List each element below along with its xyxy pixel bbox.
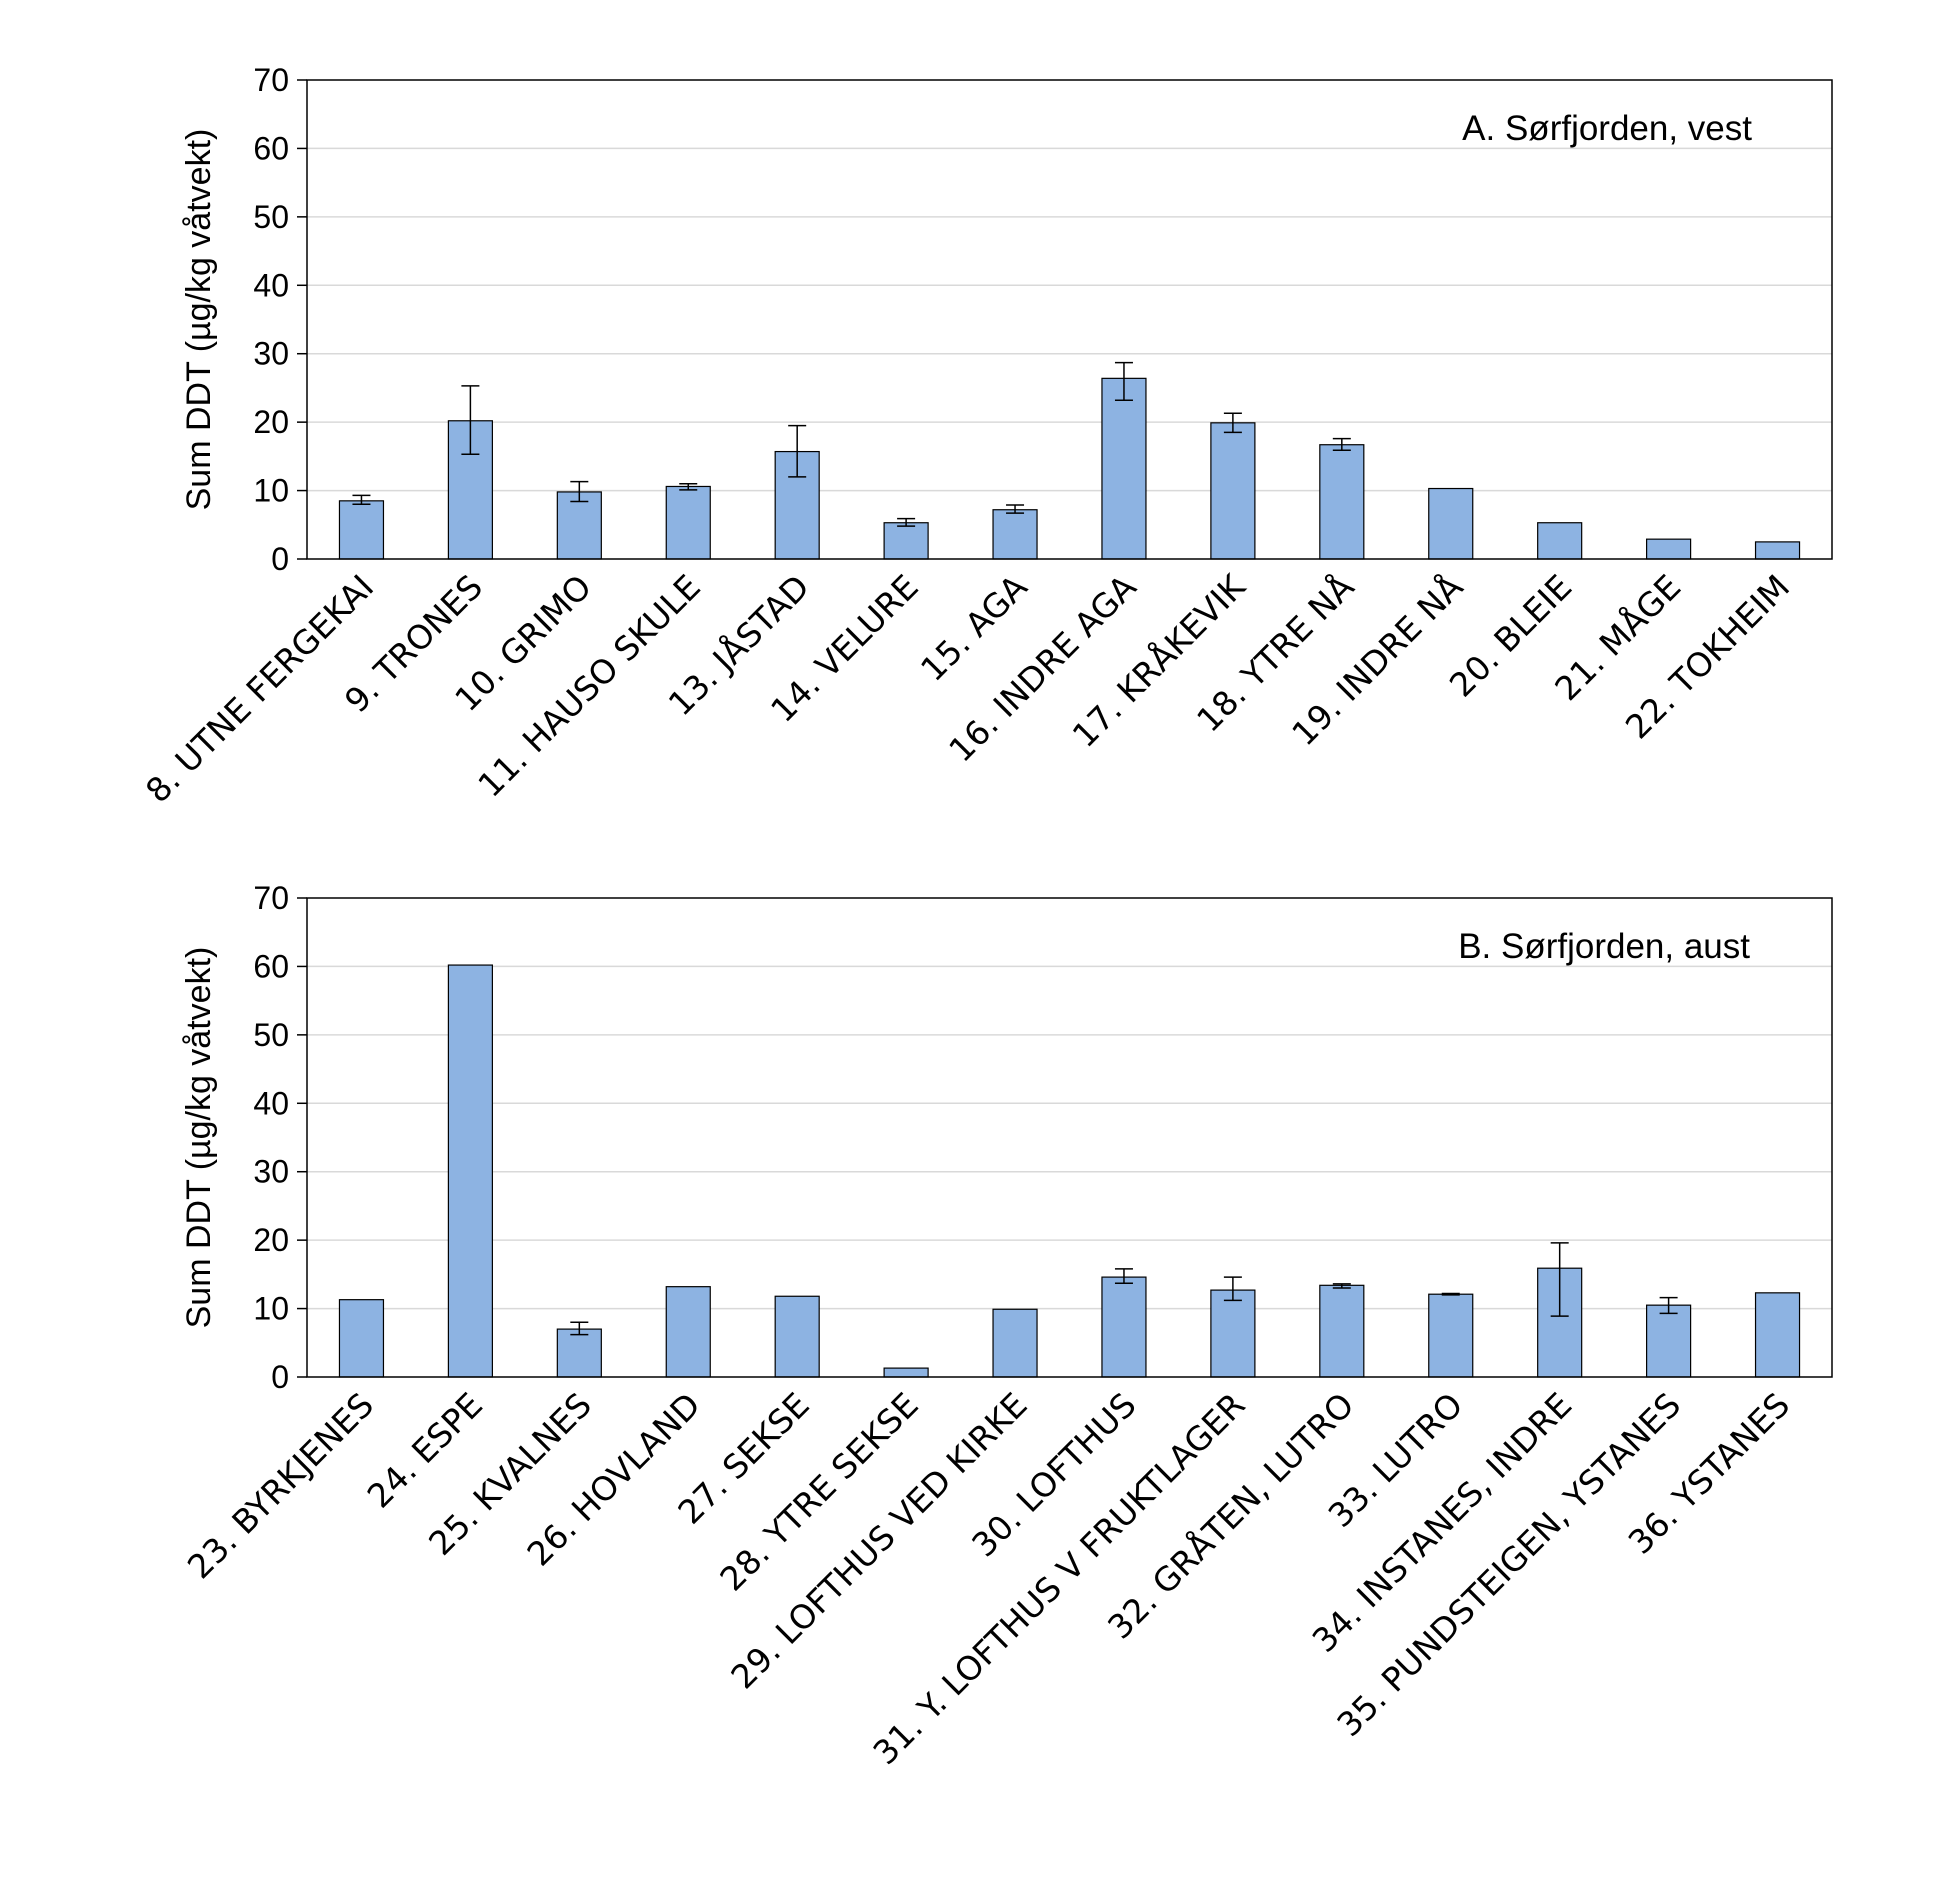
y-tick-label: 70 bbox=[253, 880, 289, 916]
bar bbox=[447, 964, 493, 1378]
panel-title: B. Sørfjorden, aust bbox=[1458, 927, 1750, 966]
bar bbox=[1646, 538, 1692, 560]
bar bbox=[992, 509, 1038, 560]
bar bbox=[338, 1299, 385, 1378]
bar bbox=[1319, 1284, 1365, 1378]
y-tick-label: 0 bbox=[271, 541, 289, 577]
bar bbox=[665, 1286, 711, 1378]
bar bbox=[1210, 422, 1256, 560]
bar bbox=[1754, 1292, 1801, 1378]
y-tick-label: 30 bbox=[253, 1154, 289, 1190]
panel-title: A. Sørfjorden, vest bbox=[1462, 109, 1752, 148]
y-axis-label: Sum DDT (µg/kg våtvekt) bbox=[180, 129, 218, 511]
y-axis-label: Sum DDT (µg/kg våtvekt) bbox=[180, 947, 218, 1329]
bar bbox=[1428, 487, 1474, 560]
y-tick-label: 60 bbox=[253, 130, 289, 166]
y-tick-label: 20 bbox=[253, 1222, 289, 1258]
y-tick-label: 50 bbox=[253, 199, 289, 235]
bar bbox=[883, 522, 929, 560]
x-category-label: 16. INDRE AGA bbox=[941, 567, 1144, 770]
y-tick-label: 0 bbox=[271, 1359, 289, 1395]
plot-area-border bbox=[306, 897, 1833, 1378]
y-tick-label: 50 bbox=[253, 1017, 289, 1053]
y-tick-label: 70 bbox=[253, 62, 289, 98]
bar bbox=[338, 500, 385, 560]
bar bbox=[556, 491, 602, 560]
bar bbox=[883, 1367, 929, 1378]
x-category-label: 23. BYRKJENES bbox=[180, 1385, 381, 1586]
y-tick-label: 40 bbox=[253, 267, 289, 303]
y-tick-label: 60 bbox=[253, 948, 289, 984]
bar bbox=[1646, 1304, 1692, 1378]
bar bbox=[665, 485, 711, 560]
bar bbox=[992, 1308, 1038, 1378]
bar bbox=[1754, 541, 1801, 560]
bar bbox=[1101, 1276, 1147, 1378]
bar bbox=[556, 1328, 602, 1378]
bar bbox=[1537, 522, 1583, 560]
plot-area-border bbox=[306, 79, 1833, 560]
y-tick-label: 10 bbox=[253, 1291, 289, 1327]
bar bbox=[1210, 1289, 1256, 1378]
bar bbox=[1319, 444, 1365, 560]
y-tick-label: 20 bbox=[253, 404, 289, 440]
y-tick-label: 10 bbox=[253, 473, 289, 509]
bar bbox=[1101, 377, 1147, 560]
x-category-label: 28. YTRE SEKSE bbox=[712, 1385, 925, 1598]
y-tick-label: 30 bbox=[253, 336, 289, 372]
bar bbox=[1428, 1293, 1474, 1378]
bar bbox=[774, 1295, 820, 1378]
y-tick-label: 40 bbox=[253, 1085, 289, 1121]
